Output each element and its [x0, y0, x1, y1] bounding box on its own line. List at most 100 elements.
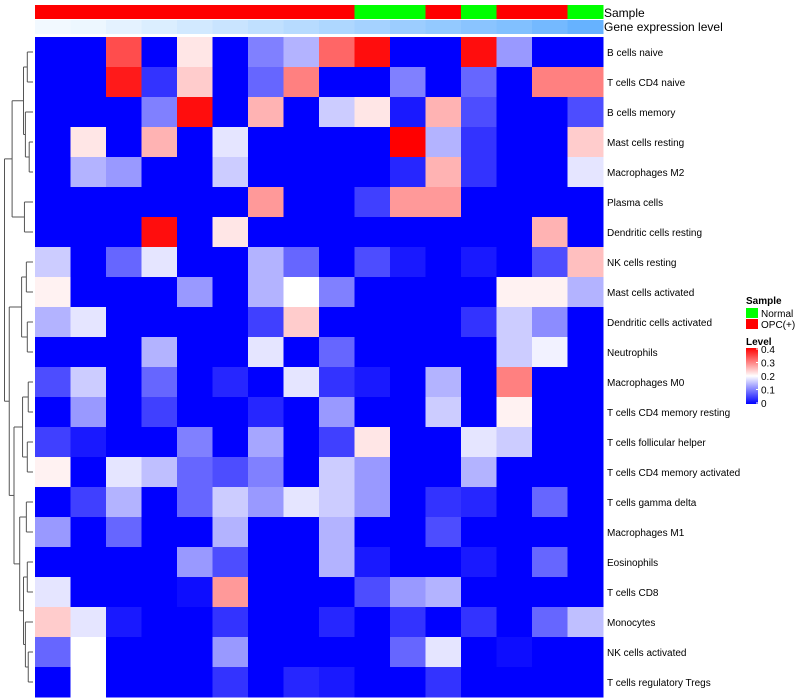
heatmap-cell	[106, 127, 142, 158]
heatmap-cell	[390, 577, 426, 608]
heatmap-cell	[35, 307, 71, 338]
gene-expression-annotation-cell	[283, 20, 320, 34]
heatmap-cell	[248, 637, 284, 668]
heatmap-cell	[141, 457, 178, 488]
row-label: T cells CD8	[607, 588, 659, 599]
row-label: T cells follicular helper	[607, 438, 706, 449]
row-label: Dendritic cells activated	[607, 318, 712, 329]
heatmap-cell	[567, 367, 604, 398]
heatmap-cell	[567, 217, 604, 248]
heatmap-cell	[461, 307, 497, 338]
sample-annotation-label: Sample	[604, 6, 645, 20]
heatmap-cell	[248, 457, 284, 488]
heatmap-cell	[177, 667, 213, 698]
heatmap-cell	[70, 427, 107, 458]
heatmap-cell	[425, 277, 462, 308]
heatmap-cell	[319, 457, 355, 488]
heatmap-cell	[461, 127, 497, 158]
heatmap-cell	[106, 37, 142, 68]
heatmap-cell	[283, 367, 320, 398]
heatmap-cell	[70, 607, 107, 638]
row-labels: B cells naive T cells CD4 naive B cells me…	[607, 48, 740, 689]
heatmap-cell	[390, 37, 426, 68]
heatmap-cell	[70, 127, 107, 158]
heatmap-cell	[567, 457, 604, 488]
heatmap-cell	[35, 637, 71, 668]
heatmap-cell	[354, 487, 391, 518]
heatmap-cell	[106, 457, 142, 488]
heatmap-cell	[496, 67, 533, 98]
heatmap-cell	[212, 217, 249, 248]
heatmap-cell	[567, 97, 604, 128]
heatmap-cell	[390, 187, 426, 218]
heatmap-cell	[106, 547, 142, 578]
gene-expression-annotation-cell	[319, 20, 355, 34]
heatmap-cell	[425, 577, 462, 608]
heatmap-cell	[106, 157, 142, 188]
heatmap-cell	[390, 517, 426, 548]
heatmap-cell	[212, 547, 249, 578]
heatmap-cell	[390, 547, 426, 578]
heatmap-cell	[319, 367, 355, 398]
heatmap-cell	[283, 97, 320, 128]
heatmap-cell	[319, 217, 355, 248]
gene-expression-annotation-cell	[212, 20, 249, 34]
row-label: T cells CD4 memory activated	[607, 468, 740, 479]
heatmap-cell	[106, 577, 142, 608]
heatmap-cell	[141, 577, 178, 608]
legend: Sample Normal OPC(+) Level 0.4 0.3 0.2 0…	[746, 296, 795, 410]
heatmap-cell	[283, 277, 320, 308]
gene-expression-annotation-cell	[354, 20, 391, 34]
heatmap-cell	[106, 67, 142, 98]
heatmap-cell	[248, 607, 284, 638]
heatmap-cell	[212, 277, 249, 308]
heatmap-cell	[70, 247, 107, 278]
heatmap-cell	[35, 367, 71, 398]
heatmap-cell	[496, 37, 533, 68]
heatmap-cell	[141, 337, 178, 368]
heatmap-cell	[496, 607, 533, 638]
heatmap-cell	[425, 67, 462, 98]
heatmap-cell	[177, 307, 213, 338]
heatmap-cell	[248, 247, 284, 278]
heatmap-cell	[567, 487, 604, 518]
heatmap-cell	[567, 607, 604, 638]
heatmap-cell	[425, 37, 462, 68]
heatmap-cell	[212, 427, 249, 458]
heatmap-cell	[35, 487, 71, 518]
heatmap-cell	[141, 307, 178, 338]
heatmap-cell	[461, 247, 497, 278]
heatmap-cell	[177, 157, 213, 188]
heatmap-cell	[390, 277, 426, 308]
heatmap-cell	[283, 637, 320, 668]
row-label: Mast cells activated	[607, 288, 694, 299]
heatmap-cell	[567, 667, 604, 698]
heatmap-cell	[70, 217, 107, 248]
row-label: Monocytes	[607, 618, 655, 629]
heatmap-cell	[141, 187, 178, 218]
gene-expression-annotation-cell	[141, 20, 178, 34]
heatmap-cell	[212, 67, 249, 98]
heatmap-cell	[390, 157, 426, 188]
heatmap-cell	[212, 157, 249, 188]
heatmap-cell	[567, 337, 604, 368]
heatmap-cell	[567, 547, 604, 578]
heatmap-cell	[177, 547, 213, 578]
sample-annotation-cell	[141, 5, 178, 19]
heatmap-cell	[319, 487, 355, 518]
sample-annotation-cell	[425, 5, 462, 19]
gene-expression-annotation-cell	[390, 20, 426, 34]
heatmap-cell	[425, 367, 462, 398]
heatmap-cell	[35, 337, 71, 368]
heatmap-cell	[567, 427, 604, 458]
heatmap-cell	[461, 427, 497, 458]
heatmap-cell	[141, 157, 178, 188]
row-label: Macrophages M1	[607, 528, 685, 539]
gene-expression-annotation-cell	[70, 20, 107, 34]
heatmap-cell	[461, 157, 497, 188]
heatmap-cell	[35, 67, 71, 98]
heatmap-cell	[283, 37, 320, 68]
heatmap-cell	[248, 397, 284, 428]
heatmap-cell	[212, 127, 249, 158]
